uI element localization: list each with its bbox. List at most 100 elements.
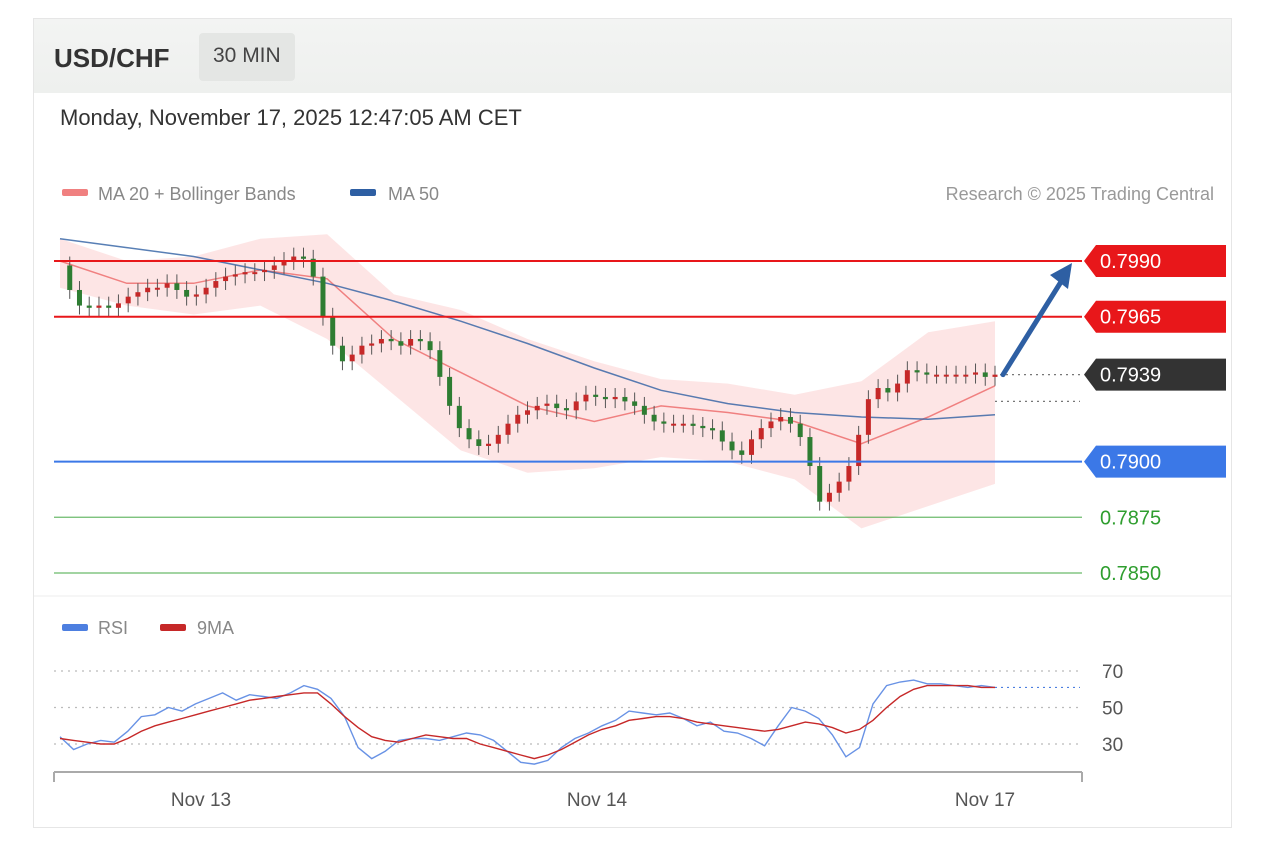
candle-body [875,388,881,400]
chart-card: USD/CHF 30 MIN Monday, November 17, 2025… [33,18,1232,828]
candle-body [106,305,112,308]
level-tag-0.7990 [1084,245,1226,277]
rsi-legend-label: RSI [98,618,128,638]
candle-body [417,338,423,342]
candle-body [115,303,121,308]
candle-body [934,374,940,377]
rsi-legend-swatch [62,624,88,631]
candle-body [213,281,219,288]
candle-body [671,423,677,426]
candle-body [807,437,813,467]
candle-body [729,441,735,451]
forecast-arrow-shaft [1000,274,1067,378]
x-tick-label: Nov 14 [567,790,628,811]
level-label-0.7965: 0.7965 [1100,307,1161,329]
ma50-legend-swatch [350,189,376,196]
candle-body [495,434,501,444]
candle-body [193,294,199,297]
candle-body [817,466,823,502]
candle-body [651,414,657,422]
timeframe-badge[interactable]: 30 MIN [199,33,295,81]
candle-body [378,338,384,344]
credit-text: Research © 2025 Trading Central [946,184,1214,204]
candle-body [76,289,82,306]
candle-body [602,396,608,400]
level-label-0.7875: 0.7875 [1100,507,1161,529]
bollinger-bands-area [60,234,995,529]
candle-body [992,374,998,377]
candle-body [135,292,141,297]
candle-body [632,401,638,406]
candle-body [885,388,891,393]
candle-body [125,296,131,304]
candle-body [856,434,862,467]
rsi-tick-50: 50 [1102,699,1123,720]
candle-body [174,283,180,290]
candle-body [398,341,404,346]
candle-body [583,394,589,402]
candle-body [778,416,784,422]
candle-body [476,439,482,446]
candle-body [749,439,755,455]
candle-body [408,338,414,346]
candle-body [612,396,618,400]
ma50-legend-label: MA 50 [388,184,439,204]
candle-body [534,405,540,411]
candle-body [456,405,462,429]
candle-body [758,428,764,440]
candle-body [525,410,530,415]
level-label-0.7990: 0.7990 [1100,251,1161,273]
rsi-tick-70: 70 [1102,662,1123,683]
candle-body [291,256,297,261]
candle-body [154,287,160,290]
candle-body [680,423,686,426]
candle-body [865,399,871,435]
candle-body [232,274,238,277]
candle-body [252,272,258,275]
candle-body [739,450,745,455]
candle-body [281,261,287,266]
candle-body [505,423,511,435]
candle-body [661,421,667,424]
candle-body [67,265,73,290]
candle-body [515,414,521,424]
candle-body [836,481,842,493]
ma20-legend-label: MA 20 + Bollinger Bands [98,184,296,204]
candle-body [963,374,969,377]
candle-body [982,372,988,377]
candle-body [388,338,394,342]
candle-body [563,408,569,411]
level-label-0.7939: 0.7939 [1100,365,1161,387]
candle-body [349,354,355,362]
rsi-tick-30: 30 [1102,735,1123,756]
candle-body [953,374,959,377]
candle-body [943,374,949,377]
candle-body [271,265,277,270]
candle-body [787,416,793,424]
candle-body [768,421,774,429]
candle-body [544,403,550,406]
rsi-ma-line [59,684,995,760]
candle-body [826,492,832,502]
candle-body [330,316,336,346]
candle-body [700,425,706,429]
candle-body [447,376,453,406]
level-tag-0.7900 [1084,445,1226,478]
candle-body [710,428,716,431]
rsi-line [59,679,996,765]
candle-body [466,428,472,440]
candle-body [369,343,375,346]
chart-header: USD/CHF 30 MIN [34,19,1231,93]
candle-body [164,283,170,288]
candle-body [554,403,560,409]
candle-body [973,372,979,375]
ma20-legend-swatch [62,189,88,196]
candle-body [904,370,910,384]
candle-body [223,276,229,282]
candle-body [641,405,647,415]
candle-body [427,341,433,351]
candle-body [320,276,326,317]
candle-body [359,345,365,355]
candle-body [719,430,725,442]
